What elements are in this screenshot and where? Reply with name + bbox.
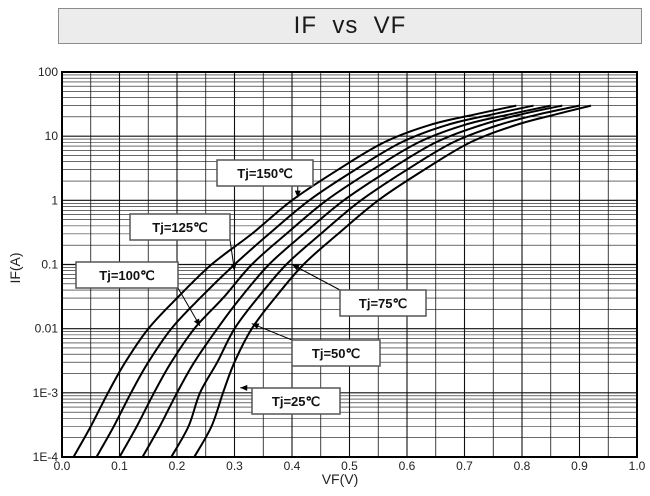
plot-frame xyxy=(61,71,638,458)
annotation-arrow-line xyxy=(177,287,201,327)
annotation-arrowhead xyxy=(240,384,248,391)
annotation-label: Tj=125℃ xyxy=(152,220,207,235)
x-tick-label: 0.4 xyxy=(284,459,301,473)
annotation-box xyxy=(339,289,427,317)
series-line-2 xyxy=(118,104,552,458)
y-axis-label: IF(A) xyxy=(7,252,23,283)
annotation-label: Tj=150℃ xyxy=(237,166,292,181)
series-line-1 xyxy=(95,104,534,458)
x-tick-label: 1.0 xyxy=(629,459,646,473)
annotation-box xyxy=(75,261,179,289)
annotation-box xyxy=(251,387,341,415)
x-tick-label: 0.1 xyxy=(111,459,128,473)
annotation-label: Tj=100℃ xyxy=(99,268,154,283)
annotation-label: Tj=75℃ xyxy=(359,296,407,311)
annotation-box xyxy=(291,339,381,367)
x-axis-label: VF(V) xyxy=(322,471,359,487)
annotation-box xyxy=(129,213,231,241)
annotation-arrowhead xyxy=(230,263,237,271)
x-tick-label: 0.3 xyxy=(226,459,243,473)
series-line-5 xyxy=(193,104,592,458)
annotation-arrow-line xyxy=(291,264,341,291)
y-tick-label: 0.1 xyxy=(41,258,58,272)
y-tick-label: 0.01 xyxy=(35,322,59,336)
annotation-arrowhead xyxy=(292,264,300,271)
y-tick-label: 1E-4 xyxy=(33,450,59,464)
annotation-label: Tj=25℃ xyxy=(272,394,320,409)
x-tick-label: 0.0 xyxy=(54,459,71,473)
y-tick-label: 1E-3 xyxy=(33,386,59,400)
x-tick-labels: 0.0 0.1 0.2 0.3 0.4 0.5 0.6 0.7 0.8 0.9 1.0 xyxy=(54,459,646,473)
annotation-label: Tj=50℃ xyxy=(312,346,360,361)
annotation-arrow-line xyxy=(251,323,293,341)
annotation-arrowhead xyxy=(251,323,260,330)
x-tick-label: 0.6 xyxy=(399,459,416,473)
chart-title-box: IF vs VF xyxy=(58,8,642,44)
annotation-box xyxy=(216,159,314,187)
annotation-layer: Tj=150℃ Tj=125℃ Tj=100℃ Tj=75℃ Tj=50℃ Tj=25℃ xyxy=(75,159,427,415)
x-tick-label: 0.8 xyxy=(514,459,531,473)
annotation-arrowhead xyxy=(193,318,200,327)
series-layer xyxy=(72,104,592,458)
y-tick-label: 10 xyxy=(45,129,59,143)
series-line-3 xyxy=(141,104,563,458)
x-tick-label: 0.2 xyxy=(169,459,186,473)
x-tick-label: 0.7 xyxy=(456,459,473,473)
chart-title: IF vs VF xyxy=(293,12,407,39)
y-tick-labels: 1E-4 1E-3 0.01 0.1 1 10 100 xyxy=(33,65,59,464)
x-tick-label: 0.9 xyxy=(571,459,588,473)
annotation-arrowhead xyxy=(294,190,301,198)
series-line-4 xyxy=(170,104,580,458)
x-tick-label: 0.5 xyxy=(341,459,358,473)
y-tick-label: 1 xyxy=(51,193,58,207)
y-tick-label: 100 xyxy=(38,65,58,79)
